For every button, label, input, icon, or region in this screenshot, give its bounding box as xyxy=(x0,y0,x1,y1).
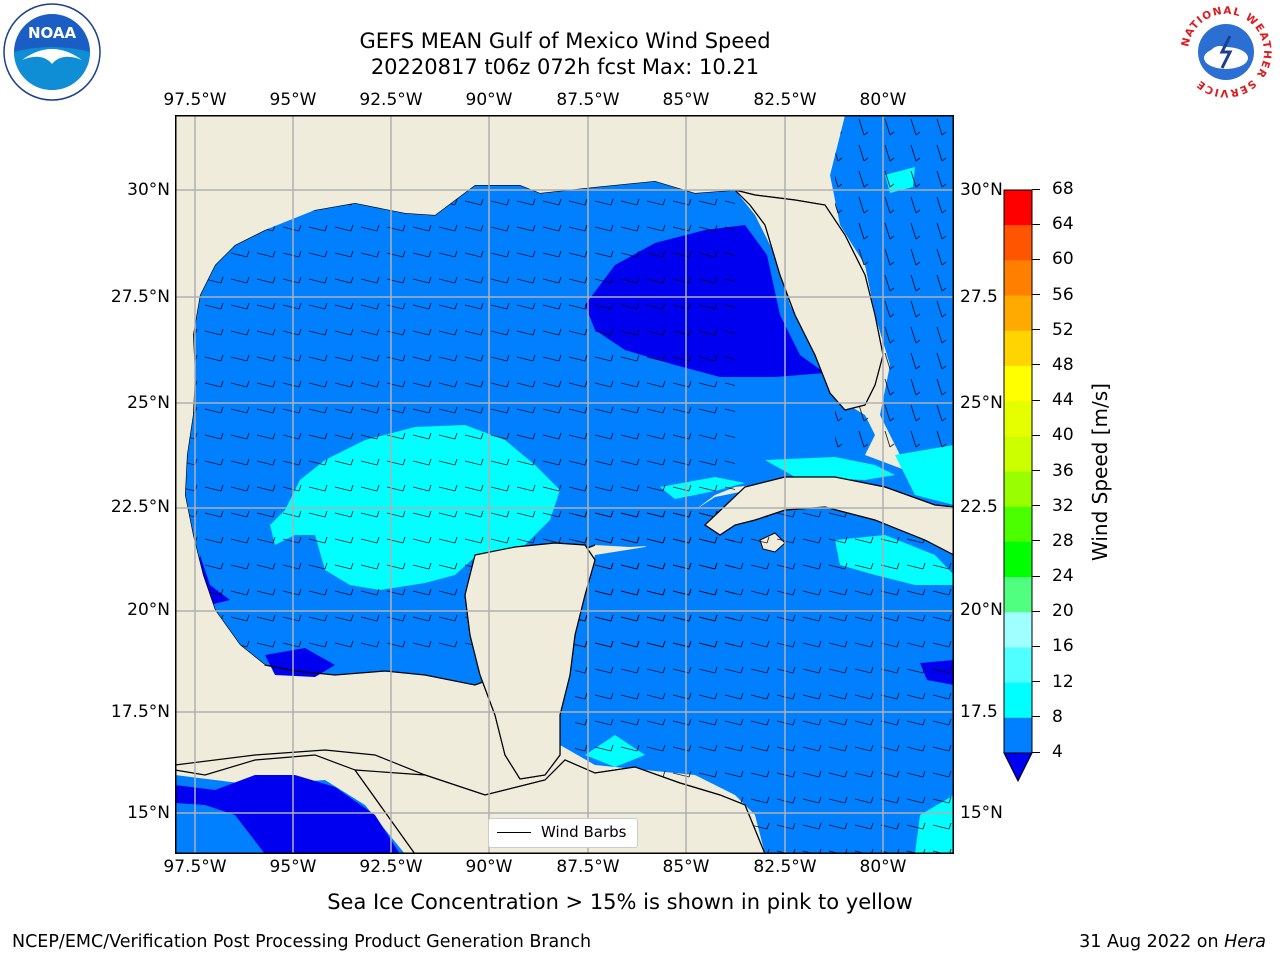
colorbar-band xyxy=(1004,330,1032,367)
lon-label-bottom: 80°W xyxy=(859,857,907,877)
chart-subtitle: 20220817 t06z 072h fcst Max: 10.21 xyxy=(370,55,760,79)
colorbar-band xyxy=(1004,225,1032,261)
lat-label-right: 17.5 xyxy=(960,702,998,722)
lat-label-left: 25°N xyxy=(127,393,170,413)
colorbar-tick-label: 40 xyxy=(1032,425,1074,445)
lon-label-bottom: 95°W xyxy=(269,857,317,877)
colorbar-band xyxy=(1004,647,1032,684)
footer-date: 31 Aug 2022 on Hera xyxy=(1079,932,1266,952)
gulf-map xyxy=(175,115,954,854)
us-north-coast xyxy=(175,115,845,495)
colorbar-title-wrap: Wind Speed [m/s] xyxy=(1010,383,1190,561)
colorbar-extend-arrow xyxy=(1003,752,1033,783)
colorbar-band xyxy=(1004,612,1032,648)
lon-label-bottom: 85°W xyxy=(662,857,710,877)
colorbar-band xyxy=(1004,506,1032,543)
lon-label-bottom: 90°W xyxy=(465,857,513,877)
colorbar-tick-label: 12 xyxy=(1032,672,1074,692)
noaa-logo: NOAA xyxy=(2,2,102,102)
colorbar-band xyxy=(1004,295,1032,332)
lat-label-left: 20°N xyxy=(127,600,170,620)
lon-label-bottom: 87.5°W xyxy=(556,857,620,877)
colorbar-tick-label: 32 xyxy=(1032,496,1074,516)
lat-label-right: 30°N xyxy=(960,180,1003,200)
legend-label: Wind Barbs xyxy=(541,823,627,841)
lon-label-top: 90°W xyxy=(465,90,513,110)
lat-label-right: 22.5 xyxy=(960,497,998,517)
patch-east-cuba xyxy=(765,457,895,480)
lon-label-bottom: 97.5°W xyxy=(163,857,227,877)
central-america-overlay xyxy=(353,759,766,854)
lon-label-bottom: 82.5°W xyxy=(753,857,817,877)
lat-label-left: 17.5°N xyxy=(110,702,170,722)
lat-label-left: 15°N xyxy=(127,803,170,823)
gridlines xyxy=(175,115,954,854)
colorbar-tick-label: 36 xyxy=(1032,461,1074,481)
map-frame xyxy=(175,115,954,854)
nws-logo: NATIONAL WEATHER SERVICE xyxy=(1176,2,1276,102)
footer-credit: NCEP/EMC/Verification Post Processing Pr… xyxy=(12,932,592,952)
pacific-calm xyxy=(175,775,400,854)
colorbar-band xyxy=(1004,365,1032,402)
colorbar-band xyxy=(1004,577,1032,613)
florida-overlay xyxy=(733,188,884,411)
colorbar-title: Wind Speed [m/s] xyxy=(1088,383,1112,561)
chart-title: GEFS MEAN Gulf of Mexico Wind Speed xyxy=(359,29,771,53)
map-legend: Wind Barbs xyxy=(488,818,638,848)
mexico-west-coast xyxy=(175,495,265,675)
colorbar-band xyxy=(1004,190,1032,226)
colorbar-tick-label: 28 xyxy=(1032,531,1074,551)
colorbar-tick-label: 68 xyxy=(1032,179,1074,199)
lon-label-top: 95°W xyxy=(269,90,317,110)
lat-label-right: 25°N xyxy=(960,393,1003,413)
lon-label-top: 85°W xyxy=(662,90,710,110)
lon-label-top: 82.5°W xyxy=(753,90,817,110)
colorbar-tick-label: 24 xyxy=(1032,566,1074,586)
legend-line xyxy=(497,832,531,833)
colorbar-tick-label: 56 xyxy=(1032,285,1074,305)
colorbar-tick-label: 44 xyxy=(1032,390,1074,410)
colorbar-band xyxy=(1004,436,1032,472)
colorbar-tick-label: 48 xyxy=(1032,355,1074,375)
colorbar-band xyxy=(1004,401,1032,437)
colorbar-tick-label: 4 xyxy=(1032,742,1063,762)
lon-label-bottom: 92.5°W xyxy=(359,857,423,877)
colorbar-tick-label: 52 xyxy=(1032,320,1074,340)
colorbar-band xyxy=(1004,260,1032,297)
colorbar-band xyxy=(1004,682,1032,719)
lat-label-right: 27.5 xyxy=(960,287,998,307)
colorbar-tick-label: 64 xyxy=(1032,214,1074,234)
colorbar-ticks: 68 64 60 56 52 48 44 40 36 32 28 24 20 16 12 8 4 xyxy=(1032,179,1092,785)
lon-label-top: 97.5°W xyxy=(163,90,227,110)
cuba-overlay xyxy=(704,476,954,556)
colorbar-tick-label: 20 xyxy=(1032,601,1074,621)
svg-text:NOAA: NOAA xyxy=(28,24,77,42)
lat-label-left: 30°N xyxy=(127,180,170,200)
colorbar xyxy=(1000,185,1040,785)
lat-label-right: 20°N xyxy=(960,600,1003,620)
lat-label-left: 22.5°N xyxy=(110,497,170,517)
yucatan-overlay xyxy=(464,542,596,780)
caption: Sea Ice Concentration > 15% is shown in … xyxy=(327,890,913,914)
lat-label-right: 15°N xyxy=(960,803,1003,823)
patch-bahamas xyxy=(895,445,954,505)
colorbar-band xyxy=(1004,717,1032,754)
lat-label-left: 27.5°N xyxy=(110,287,170,307)
colorbar-tick-label: 16 xyxy=(1032,636,1074,656)
lon-label-top: 87.5°W xyxy=(556,90,620,110)
lon-label-top: 80°W xyxy=(859,90,907,110)
colorbar-tick-label: 60 xyxy=(1032,249,1074,269)
lon-label-top: 92.5°W xyxy=(359,90,423,110)
colorbar-tick-label: 8 xyxy=(1032,707,1063,727)
colorbar-band xyxy=(1004,541,1032,578)
colorbar-band xyxy=(1004,471,1032,508)
